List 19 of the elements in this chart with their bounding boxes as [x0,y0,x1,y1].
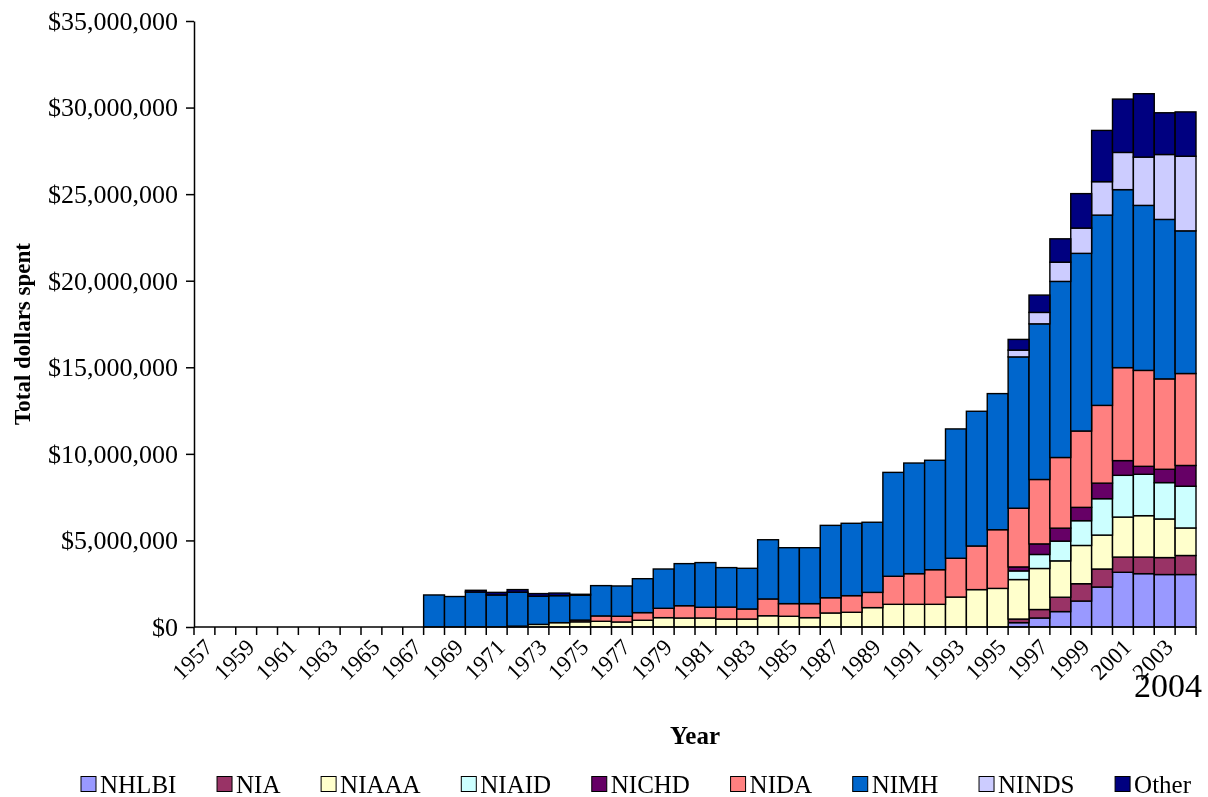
y-tick-label: $0 [152,612,178,642]
y-tick-label: $10,000,000 [48,439,178,469]
x-axis-title: Year [670,722,720,749]
legend-label: NIDA [749,770,813,797]
legend-label: NIAAA [340,770,421,797]
y-axis-title: Total dollars spent [10,242,36,425]
y-tick-label: $25,000,000 [48,179,178,209]
legend-label: NIMH [871,770,939,797]
legend-label: NIA [236,770,281,797]
y-tick-label: $35,000,000 [48,6,178,36]
y-tick-label: $15,000,000 [48,353,178,383]
y-tick-label: $20,000,000 [48,266,178,296]
y-tick-label: $30,000,000 [48,93,178,123]
legend-label: NICHD [610,770,690,797]
y-tick-label: $5,000,000 [61,526,178,556]
legend-label: NHLBI [100,770,177,797]
legend-label: Other [1134,770,1192,797]
legend-label: NIAID [480,770,552,797]
legend-label: NINDS [998,770,1075,797]
